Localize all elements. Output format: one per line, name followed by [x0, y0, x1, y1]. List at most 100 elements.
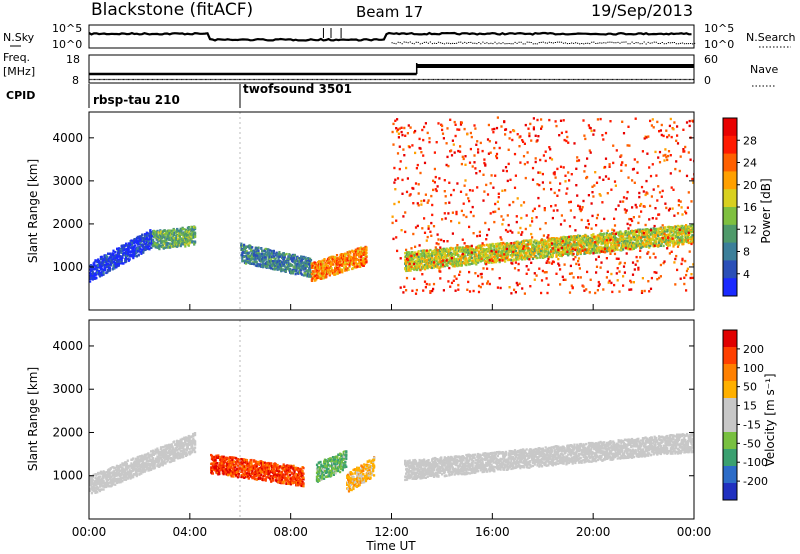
power-point [121, 255, 124, 258]
power-point [413, 256, 416, 259]
power-point [450, 154, 454, 157]
power-point [441, 132, 445, 135]
power-point [407, 261, 410, 264]
power-point [359, 265, 362, 268]
power-point [516, 256, 519, 259]
power-point [443, 253, 446, 256]
power-point [621, 236, 624, 240]
power-point [241, 257, 244, 261]
power-point [396, 177, 400, 180]
power-point [436, 249, 439, 252]
power-point [566, 242, 569, 246]
nsearch-label: N.Search [746, 31, 796, 44]
power-point [453, 151, 456, 154]
power-point [435, 251, 438, 255]
power-point [536, 248, 539, 251]
power-point [133, 249, 136, 252]
power-point [242, 248, 245, 252]
power-point [424, 266, 427, 270]
power-point [357, 250, 360, 254]
power-point [576, 236, 579, 239]
power-point [114, 258, 117, 261]
power-point [463, 246, 466, 250]
power-point [178, 235, 181, 238]
power-point [433, 248, 436, 252]
power-point [125, 260, 128, 263]
power-point [404, 211, 407, 214]
power-point [428, 137, 431, 140]
power-point [330, 261, 333, 264]
power-point [401, 133, 404, 137]
power-point [279, 255, 282, 258]
power-point [266, 250, 269, 253]
power-point [290, 271, 293, 274]
power-point [514, 254, 517, 257]
power-point [192, 233, 195, 237]
nsky-line [88, 31, 692, 42]
power-point [435, 141, 438, 144]
power-point [451, 247, 454, 250]
power-point [653, 239, 656, 242]
power-point [341, 268, 344, 272]
power-point [264, 258, 267, 261]
power-point [499, 244, 502, 248]
freq-unit: [MHz] [3, 65, 35, 78]
power-point [431, 213, 434, 217]
power-point [510, 243, 513, 246]
power-point [311, 265, 314, 268]
power-point [465, 257, 468, 260]
power-point [663, 236, 666, 240]
power-point [622, 233, 626, 236]
power-point [163, 234, 166, 237]
power-point [354, 248, 357, 251]
power-point [410, 260, 413, 264]
power-point [605, 236, 608, 239]
power-point [470, 262, 473, 265]
power-point [470, 244, 473, 248]
power-point [462, 213, 465, 217]
power-point [275, 260, 278, 263]
power-point [474, 167, 477, 170]
power-point [245, 250, 248, 253]
power-point [470, 251, 473, 254]
power-point [251, 255, 254, 258]
power-point [480, 272, 483, 276]
power-point [405, 166, 408, 170]
power-point [468, 290, 472, 293]
power-point [120, 251, 123, 254]
power-point [300, 273, 304, 276]
power-point [478, 254, 481, 257]
power-point [414, 292, 418, 295]
power-point [655, 242, 658, 246]
power-point [428, 140, 431, 144]
power-point [146, 232, 149, 235]
power-point [431, 250, 434, 253]
power-point [300, 269, 303, 272]
power-point [450, 281, 454, 285]
power-point [481, 149, 484, 153]
power-point [610, 234, 613, 238]
power-point [532, 253, 535, 256]
power-point [478, 257, 481, 260]
power-point [486, 250, 490, 253]
power-point [464, 163, 467, 166]
power-point [477, 290, 481, 294]
power-point [114, 251, 117, 254]
power-point [672, 229, 675, 232]
power-point [142, 243, 145, 246]
power-point [415, 167, 418, 170]
power-point [486, 267, 489, 270]
power-point [506, 258, 509, 262]
power-point [345, 257, 348, 260]
power-point [475, 172, 478, 175]
power-point [565, 244, 568, 247]
power-point [309, 260, 312, 263]
power-point [495, 245, 499, 248]
power-point [454, 249, 457, 252]
power-point [144, 248, 147, 251]
power-point [482, 199, 485, 202]
power-point [459, 190, 463, 193]
power-point [472, 214, 475, 218]
power-point [145, 240, 148, 244]
